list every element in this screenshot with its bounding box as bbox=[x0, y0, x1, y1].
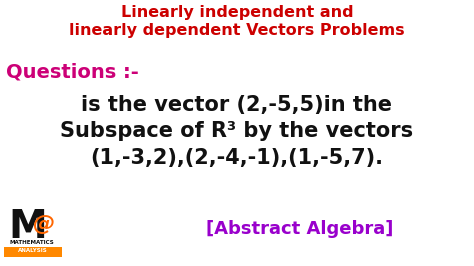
Text: ANALYSIS: ANALYSIS bbox=[18, 248, 48, 253]
Text: M: M bbox=[9, 208, 47, 246]
Text: Linearly independent and
linearly dependent Vectors Problems: Linearly independent and linearly depend… bbox=[69, 5, 405, 38]
Text: [Abstract Algebra]: [Abstract Algebra] bbox=[206, 220, 394, 238]
Text: @: @ bbox=[33, 214, 55, 234]
Text: is the vector (2,-5,5)in the
Subspace of R³ by the vectors
(1,-3,2),(2,-4,-1),(1: is the vector (2,-5,5)in the Subspace of… bbox=[61, 95, 413, 168]
FancyBboxPatch shape bbox=[4, 247, 62, 257]
Text: Questions :-: Questions :- bbox=[6, 62, 139, 81]
Text: MATHEMATICS: MATHEMATICS bbox=[9, 240, 55, 245]
